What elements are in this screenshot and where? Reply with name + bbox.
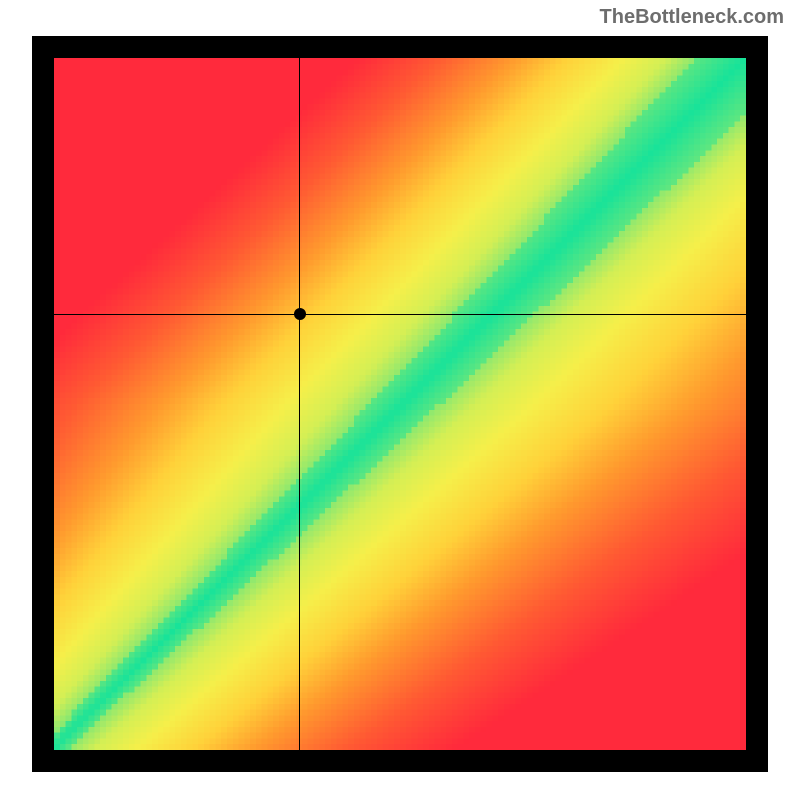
crosshair-vertical — [299, 58, 300, 750]
source-watermark: TheBottleneck.com — [600, 6, 784, 29]
chart-container: TheBottleneck.com — [0, 0, 800, 800]
heatmap-canvas — [54, 58, 746, 750]
data-point-marker — [294, 308, 306, 320]
crosshair-horizontal — [54, 314, 746, 315]
plot-border-top — [32, 36, 768, 58]
plot-border-bottom — [32, 750, 768, 772]
plot-border-left — [32, 36, 54, 772]
plot-border-right — [746, 36, 768, 772]
